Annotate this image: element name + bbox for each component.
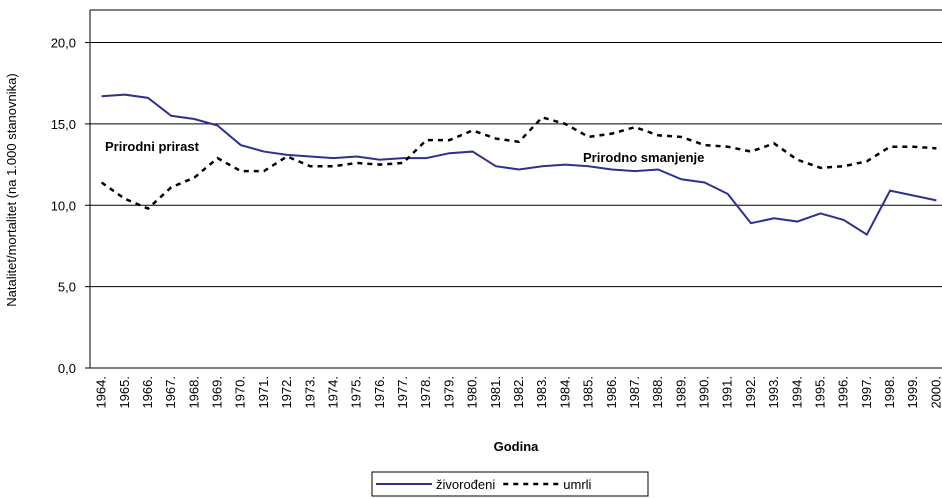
x-tick-label: 1970.: [233, 376, 248, 409]
y-tick-label: 15,0: [51, 117, 76, 132]
y-tick-label: 10,0: [51, 198, 76, 213]
x-tick-label: 1986.: [604, 376, 619, 409]
x-tick-label: 1998.: [882, 376, 897, 409]
x-tick-label: 1982.: [511, 376, 526, 409]
x-tick-label: 1991.: [720, 376, 735, 409]
x-tick-label: 1983.: [534, 376, 549, 409]
x-tick-label: 1964.: [94, 376, 109, 409]
x-tick-label: 1997.: [859, 376, 874, 409]
legend-label: živorođeni: [436, 477, 495, 492]
x-tick-label: 1974.: [325, 376, 340, 409]
x-tick-label: 1981.: [488, 376, 503, 409]
x-tick-label: 1996.: [836, 376, 851, 409]
x-tick-label: 1995.: [812, 376, 827, 409]
x-tick-label: 1971.: [256, 376, 271, 409]
x-tick-label: 1994.: [789, 376, 804, 409]
x-tick-label: 1967.: [163, 376, 178, 409]
y-axis-label: Natalitet/mortalitet (na 1.000 stanovnik…: [4, 73, 19, 306]
x-tick-label: 1992.: [743, 376, 758, 409]
x-tick-label: 1978.: [418, 376, 433, 409]
x-tick-label: 1972.: [279, 376, 294, 409]
annotation: Prirodni prirast: [105, 139, 200, 154]
x-tick-label: 1975.: [349, 376, 364, 409]
x-tick-label: 1999.: [905, 376, 920, 409]
x-tick-label: 1979.: [441, 376, 456, 409]
y-tick-label: 0,0: [58, 361, 76, 376]
y-tick-label: 5,0: [58, 280, 76, 295]
legend-label: umrli: [563, 477, 591, 492]
x-tick-label: 1990.: [697, 376, 712, 409]
x-tick-label: 1968.: [186, 376, 201, 409]
x-tick-label: 1969.: [210, 376, 225, 409]
annotation: Prirodno smanjenje: [583, 150, 704, 165]
x-tick-label: 1984.: [557, 376, 572, 409]
x-tick-label: 1980.: [465, 376, 480, 409]
data-line: [100, 115, 937, 210]
x-tick-label: 1977.: [395, 376, 410, 409]
x-axis-label: Godina: [494, 439, 540, 454]
x-tick-label: 1989.: [673, 376, 688, 409]
x-tick-label: 1973.: [302, 376, 317, 409]
x-tick-label: 1966.: [140, 376, 155, 409]
x-tick-label: 1976.: [372, 376, 387, 409]
x-tick-label: 2000.: [928, 376, 942, 409]
x-tick-label: 1985.: [581, 376, 596, 409]
x-tick-label: 1988.: [650, 376, 665, 409]
data-line: [101, 93, 937, 236]
x-tick-label: 1965.: [117, 376, 132, 409]
x-tick-label: 1987.: [627, 376, 642, 409]
y-tick-label: 20,0: [51, 36, 76, 51]
x-tick-label: 1993.: [766, 376, 781, 409]
